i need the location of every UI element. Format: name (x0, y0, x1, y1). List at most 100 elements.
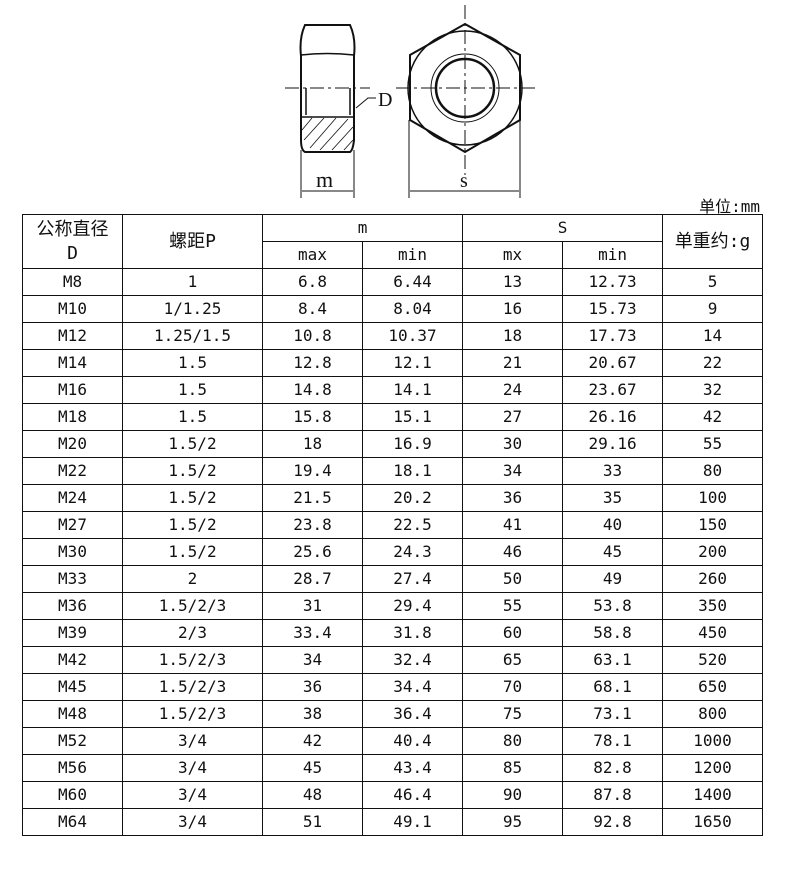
table-cell: 49.1 (361, 808, 464, 836)
table-cell: 82.8 (562, 754, 664, 782)
table-cell: 75 (462, 700, 564, 728)
header-s-max: mx (462, 241, 564, 269)
label-d: D (378, 89, 392, 111)
table-cell: 1.5/2 (122, 484, 263, 512)
table-cell: 100 (662, 484, 764, 512)
table-cell: 31.8 (361, 619, 464, 647)
table-cell: 51 (262, 808, 363, 836)
table-row: M33 2 28.7 27.4 50 49 260 (22, 565, 764, 593)
table-cell: 1.25/1.5 (122, 322, 263, 350)
table-cell: 150 (662, 511, 764, 539)
table-cell: 15.73 (562, 295, 664, 323)
table-cell: 46 (462, 538, 564, 566)
table-row: M22 1.5/2 19.4 18.1 34 33 80 (22, 457, 764, 485)
table-cell: 34 (262, 646, 363, 674)
table-cell: M64 (22, 808, 123, 836)
table-cell: 42 (662, 403, 764, 431)
table-cell: 15.1 (361, 403, 464, 431)
table-cell: 58.8 (562, 619, 664, 647)
table-cell: 17.73 (562, 322, 664, 350)
table-cell: 63.1 (562, 646, 664, 674)
table-cell: 1.5 (122, 403, 263, 431)
table-cell: 3/4 (122, 781, 263, 809)
table-cell: 21.5 (262, 484, 363, 512)
table-cell: 42 (262, 727, 363, 755)
table-cell: 1.5/2/3 (122, 673, 263, 701)
table-row: M48 1.5/2/3 38 36.4 75 73.1 800 (22, 700, 764, 728)
table-cell: 2 (122, 565, 263, 593)
table-cell: 1000 (662, 727, 764, 755)
table-cell: 5 (662, 268, 764, 296)
header-m-max: max (262, 241, 363, 269)
header-pitch: 螺距P (122, 214, 263, 269)
table-cell: M10 (22, 295, 123, 323)
table-cell: 30 (462, 430, 564, 458)
table-row: M64 3/4 51 49.1 95 92.8 1650 (22, 808, 764, 836)
table-cell: 10.8 (262, 322, 363, 350)
table-cell: 3/4 (122, 754, 263, 782)
table-cell: M18 (22, 403, 123, 431)
table-cell: 53.8 (562, 592, 664, 620)
header-s-min: min (562, 241, 664, 269)
table-cell: 24 (462, 376, 564, 404)
table-cell: 16.9 (361, 430, 464, 458)
table-cell: 26.16 (562, 403, 664, 431)
table-cell: 92.8 (562, 808, 664, 836)
table-row: M20 1.5/2 18 16.9 30 29.16 55 (22, 430, 764, 458)
table-cell: M39 (22, 619, 123, 647)
table-cell: M14 (22, 349, 123, 377)
table-cell: 45 (562, 538, 664, 566)
table-cell: 90 (462, 781, 564, 809)
table-cell: 73.1 (562, 700, 664, 728)
table-cell: M22 (22, 457, 123, 485)
table-cell: 29.16 (562, 430, 664, 458)
table-cell: 800 (662, 700, 764, 728)
table-cell: M45 (22, 673, 123, 701)
table-row: M36 1.5/2/3 31 29.4 55 53.8 350 (22, 592, 764, 620)
table-cell: 55 (662, 430, 764, 458)
table-row: M52 3/4 42 40.4 80 78.1 1000 (22, 727, 764, 755)
table-row: M45 1.5/2/3 36 34.4 70 68.1 650 (22, 673, 764, 701)
table-cell: 1.5 (122, 376, 263, 404)
table-cell: 27 (462, 403, 564, 431)
table-cell: 12.8 (262, 349, 363, 377)
table-row: M24 1.5/2 21.5 20.2 36 35 100 (22, 484, 764, 512)
hex-nut-spec-table: 公称直径 D 螺距P m S 单重约:g max min mx min M8 1 6.… (22, 214, 764, 836)
table-cell: M48 (22, 700, 123, 728)
table-cell: 23.67 (562, 376, 664, 404)
table-cell: 1 (122, 268, 263, 296)
table-row: M56 3/4 45 43.4 85 82.8 1200 (22, 754, 764, 782)
table-cell: 260 (662, 565, 764, 593)
table-cell: 60 (462, 619, 564, 647)
table-cell: 520 (662, 646, 764, 674)
table-cell: 50 (462, 565, 564, 593)
table-cell: 12.73 (562, 268, 664, 296)
table-row: M60 3/4 48 46.4 90 87.8 1400 (22, 781, 764, 809)
table-cell: 1650 (662, 808, 764, 836)
table-cell: 22 (662, 349, 764, 377)
table-cell: 18.1 (361, 457, 464, 485)
header-diameter: 公称直径 D (22, 214, 123, 269)
table-cell: 40.4 (361, 727, 464, 755)
table-cell: 1400 (662, 781, 764, 809)
table-cell: M24 (22, 484, 123, 512)
table-cell: 29.4 (361, 592, 464, 620)
table-cell: 36 (462, 484, 564, 512)
header-weight: 单重约:g (662, 214, 764, 269)
table-cell: 1.5/2/3 (122, 646, 263, 674)
table-cell: 48 (262, 781, 363, 809)
table-cell: 27.4 (361, 565, 464, 593)
table-cell: M8 (22, 268, 123, 296)
table-cell: 12.1 (361, 349, 464, 377)
table-cell: 43.4 (361, 754, 464, 782)
table-cell: 200 (662, 538, 764, 566)
table-cell: 34.4 (361, 673, 464, 701)
table-cell: 80 (462, 727, 564, 755)
table-cell: 1/1.25 (122, 295, 263, 323)
table-cell: 70 (462, 673, 564, 701)
top-view (396, 5, 536, 198)
table-cell: 33.4 (262, 619, 363, 647)
table-row: M42 1.5/2/3 34 32.4 65 63.1 520 (22, 646, 764, 674)
table-row: M39 2/3 33.4 31.8 60 58.8 450 (22, 619, 764, 647)
table-row: M10 1/1.25 8.4 8.04 16 15.73 9 (22, 295, 764, 323)
